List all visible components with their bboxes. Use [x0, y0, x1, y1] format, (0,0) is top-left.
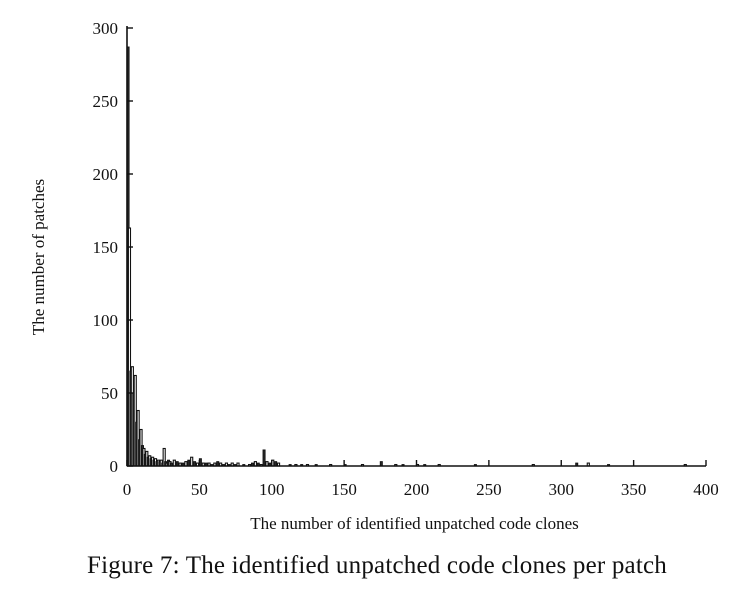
x-tick-label: 350	[621, 480, 647, 499]
bar	[172, 459, 176, 467]
y-tick-label: 50	[101, 384, 118, 403]
axes-group	[126, 26, 706, 467]
x-tick-label: 300	[549, 480, 575, 499]
y-tick-label: 200	[93, 165, 119, 184]
y-ticks-group: 0 50 100 150 200 250 300	[93, 19, 133, 476]
x-tick-label: 50	[191, 480, 208, 499]
y-tick-label: 100	[93, 311, 119, 330]
x-tick-label: 400	[693, 480, 719, 499]
bar	[187, 459, 191, 467]
y-axis-title: The number of patches	[29, 179, 48, 335]
x-tick-label: 250	[476, 480, 502, 499]
y-tick-label: 300	[93, 19, 119, 38]
x-tick-label: 200	[404, 480, 430, 499]
bar	[262, 449, 266, 467]
x-tick-label: 100	[259, 480, 285, 499]
figure-caption: Figure 7: The identified unpatched code …	[87, 552, 667, 579]
x-ticks-group: 0 50 100 150 200 250 300 350 400	[123, 460, 719, 499]
bars-group	[126, 46, 687, 467]
y-tick-label: 150	[93, 238, 119, 257]
x-tick-label: 0	[123, 480, 132, 499]
y-tick-label: 0	[110, 457, 119, 476]
bar	[190, 456, 194, 467]
histogram-chart: 0 50 100 150 200 250 300 0 50 100 150 200 250 300 350…	[29, 19, 719, 533]
x-tick-label: 150	[331, 480, 357, 499]
x-axis-title: The number of identified unpatched code …	[250, 514, 579, 533]
y-tick-label: 250	[93, 92, 119, 111]
